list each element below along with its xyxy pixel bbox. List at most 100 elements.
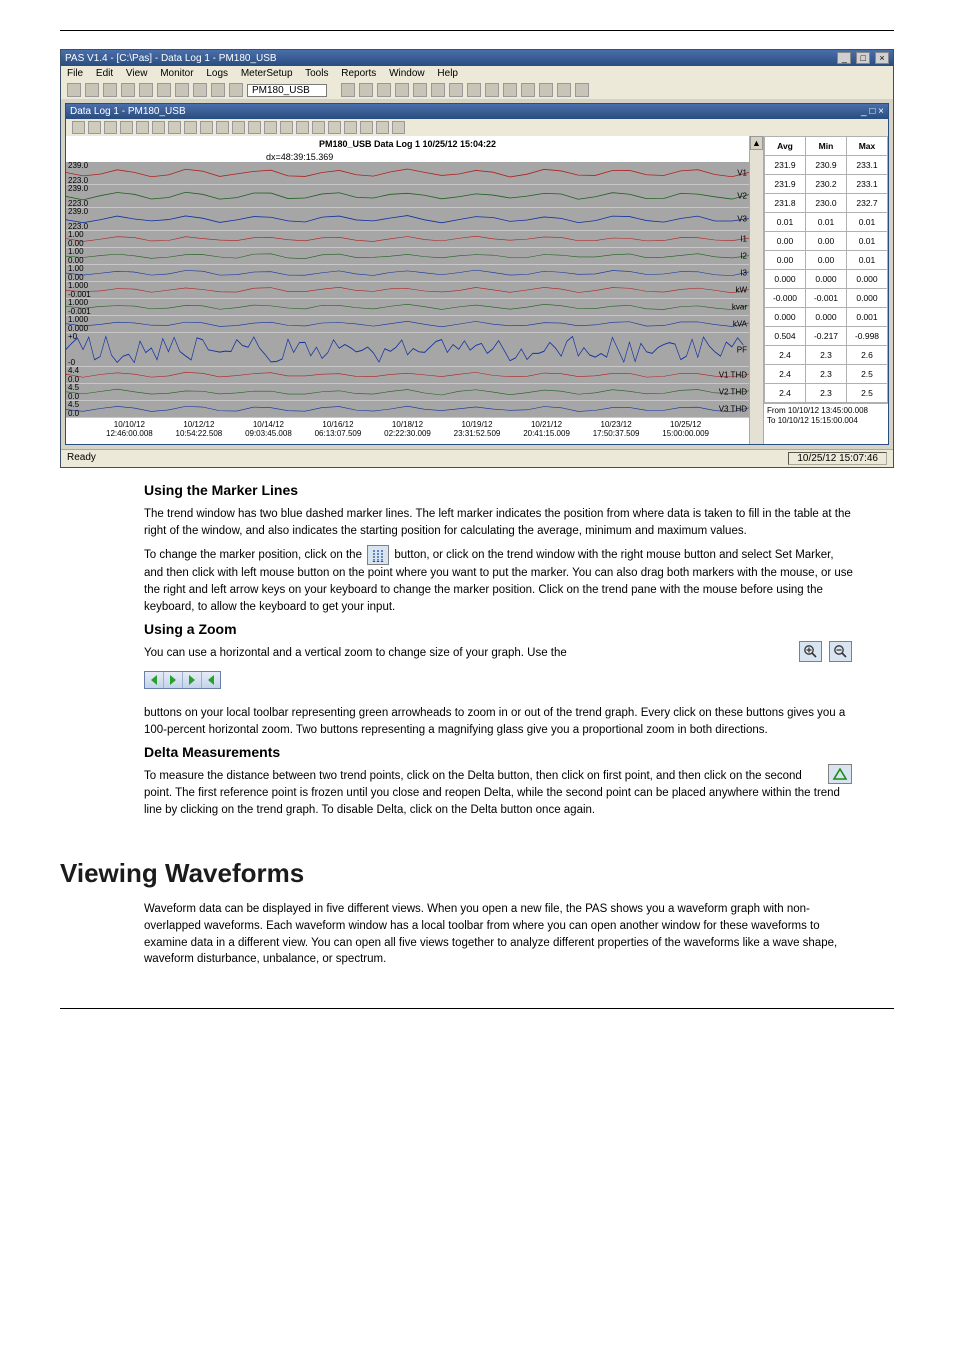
stats-cell: 0.00	[806, 232, 847, 251]
undo-icon[interactable]	[360, 121, 373, 134]
maximize-icon[interactable]: □	[856, 52, 870, 64]
delta-para: To measure the distance between two tren…	[144, 768, 854, 818]
xaxis-tick: 10/14/1209:03:45.008	[245, 420, 292, 438]
sigma3-icon[interactable]	[557, 83, 571, 97]
menu-help[interactable]: Help	[437, 68, 458, 79]
track-v3thd: 4.50.0V3 THD	[66, 401, 749, 418]
vertical-scrollbar[interactable]: ▲	[749, 136, 763, 444]
set-marker-icon[interactable]	[367, 545, 389, 565]
delete-icon[interactable]	[449, 83, 463, 97]
stats-cell: 230.0	[806, 194, 847, 213]
xaxis-tick: 10/19/1223:31:52.509	[454, 420, 501, 438]
grid-icon[interactable]	[341, 83, 355, 97]
track-label: V2 THD	[719, 388, 747, 397]
track-label: kW	[735, 286, 747, 295]
open-icon[interactable]	[67, 83, 81, 97]
stats-cell: 230.2	[806, 175, 847, 194]
globe-icon[interactable]	[229, 83, 243, 97]
view2-icon[interactable]	[88, 121, 101, 134]
copy-icon[interactable]	[139, 83, 153, 97]
menu-window[interactable]: Window	[389, 68, 425, 79]
menu-monitor[interactable]: Monitor	[160, 68, 193, 79]
menu-edit[interactable]: Edit	[96, 68, 113, 79]
last-icon[interactable]	[328, 121, 341, 134]
help2-icon[interactable]	[392, 121, 405, 134]
filter-icon[interactable]	[485, 83, 499, 97]
menu-view[interactable]: View	[126, 68, 148, 79]
zoom-in-icon[interactable]	[799, 641, 822, 662]
marker-para-1: The trend window has two blue dashed mar…	[144, 506, 854, 539]
menu-metersetup[interactable]: MeterSetup	[241, 68, 293, 79]
to-value: 10/10/12 15:15:00.004	[778, 416, 858, 425]
stats-cell: 2.4	[765, 365, 806, 384]
save-icon[interactable]	[85, 83, 99, 97]
inner-close-icon[interactable]: ×	[878, 106, 884, 117]
xaxis-tick: 10/25/1215:00:00.009	[662, 420, 709, 438]
cut-icon[interactable]	[121, 83, 135, 97]
track-v1: 239.0223.0V1	[66, 162, 749, 185]
zoomin-icon[interactable]	[184, 121, 197, 134]
refresh-icon[interactable]	[211, 83, 225, 97]
stats-cell: 2.3	[806, 365, 847, 384]
hzoom-in-left-icon[interactable]	[145, 672, 164, 688]
print-icon[interactable]	[175, 83, 189, 97]
view1-icon[interactable]	[72, 121, 85, 134]
paste-icon[interactable]	[157, 83, 171, 97]
scroll-up-icon[interactable]: ▲	[750, 136, 763, 150]
prev-icon[interactable]	[296, 121, 309, 134]
bars-icon[interactable]	[136, 121, 149, 134]
zoom-out-icon[interactable]	[829, 641, 852, 662]
sigma2-icon[interactable]	[539, 83, 553, 97]
marker-small-icon[interactable]	[152, 121, 165, 134]
menu-file[interactable]: File	[67, 68, 83, 79]
inner-maximize-icon[interactable]: □	[869, 106, 875, 117]
end-icon[interactable]	[344, 121, 357, 134]
disk2-icon[interactable]	[431, 83, 445, 97]
ylabel-bot: -0.001	[68, 307, 91, 316]
chart-title: PM180_USB Data Log 1 10/25/12 15:04:22	[66, 136, 749, 152]
delta-icon[interactable]	[120, 121, 133, 134]
vexpand-icon[interactable]	[232, 121, 245, 134]
track-label: V1 THD	[719, 371, 747, 380]
stats-cell: 0.000	[806, 270, 847, 289]
ylabel-bot: -0	[68, 358, 75, 367]
fit-icon[interactable]	[216, 121, 229, 134]
note-icon[interactable]	[103, 83, 117, 97]
box-icon[interactable]	[467, 83, 481, 97]
clock-icon[interactable]	[248, 121, 261, 134]
hzoom-out-left-icon[interactable]	[202, 672, 220, 688]
hzoom-in-right-icon[interactable]	[164, 672, 183, 688]
down-icon[interactable]	[377, 83, 391, 97]
inner-chart-window: Data Log 1 - PM180_USB _ □ ×	[65, 103, 889, 445]
view3-icon[interactable]	[104, 121, 117, 134]
chart-body[interactable]: PM180_USB Data Log 1 10/25/12 15:04:22 d…	[66, 136, 749, 444]
close-icon[interactable]: ×	[875, 52, 889, 64]
help-icon[interactable]	[575, 83, 589, 97]
delta-button-icon[interactable]	[828, 764, 852, 784]
refresh-inner-icon[interactable]	[168, 121, 181, 134]
minimize-icon[interactable]: _	[837, 52, 851, 64]
disk-icon[interactable]	[413, 83, 427, 97]
first-icon[interactable]	[280, 121, 293, 134]
stats-cell: 0.01	[847, 232, 888, 251]
sigma-icon[interactable]	[521, 83, 535, 97]
ylabel-bot: 0.00	[68, 256, 84, 265]
inner-minimize-icon[interactable]: _	[861, 106, 867, 117]
menu-reports[interactable]: Reports	[341, 68, 376, 79]
device-combo[interactable]: PM180_USB	[247, 84, 327, 97]
menu-tools[interactable]: Tools	[305, 68, 328, 79]
next-icon[interactable]	[312, 121, 325, 134]
ylabel-top: +0	[68, 333, 77, 341]
stats-cell: 233.1	[847, 175, 888, 194]
app-window: PAS V1.4 - [C:\Pas] - Data Log 1 - PM180…	[60, 49, 894, 468]
page-icon[interactable]	[503, 83, 517, 97]
zoomout-icon[interactable]	[200, 121, 213, 134]
ylabel-top: 4.5	[68, 384, 79, 392]
doc-icon[interactable]	[193, 83, 207, 97]
hzoom-out-icon[interactable]	[264, 121, 277, 134]
copy2-icon[interactable]	[376, 121, 389, 134]
menu-logs[interactable]: Logs	[206, 68, 228, 79]
cycle-icon[interactable]	[395, 83, 409, 97]
hzoom-out-right-icon[interactable]	[183, 672, 202, 688]
camera-icon[interactable]	[359, 83, 373, 97]
